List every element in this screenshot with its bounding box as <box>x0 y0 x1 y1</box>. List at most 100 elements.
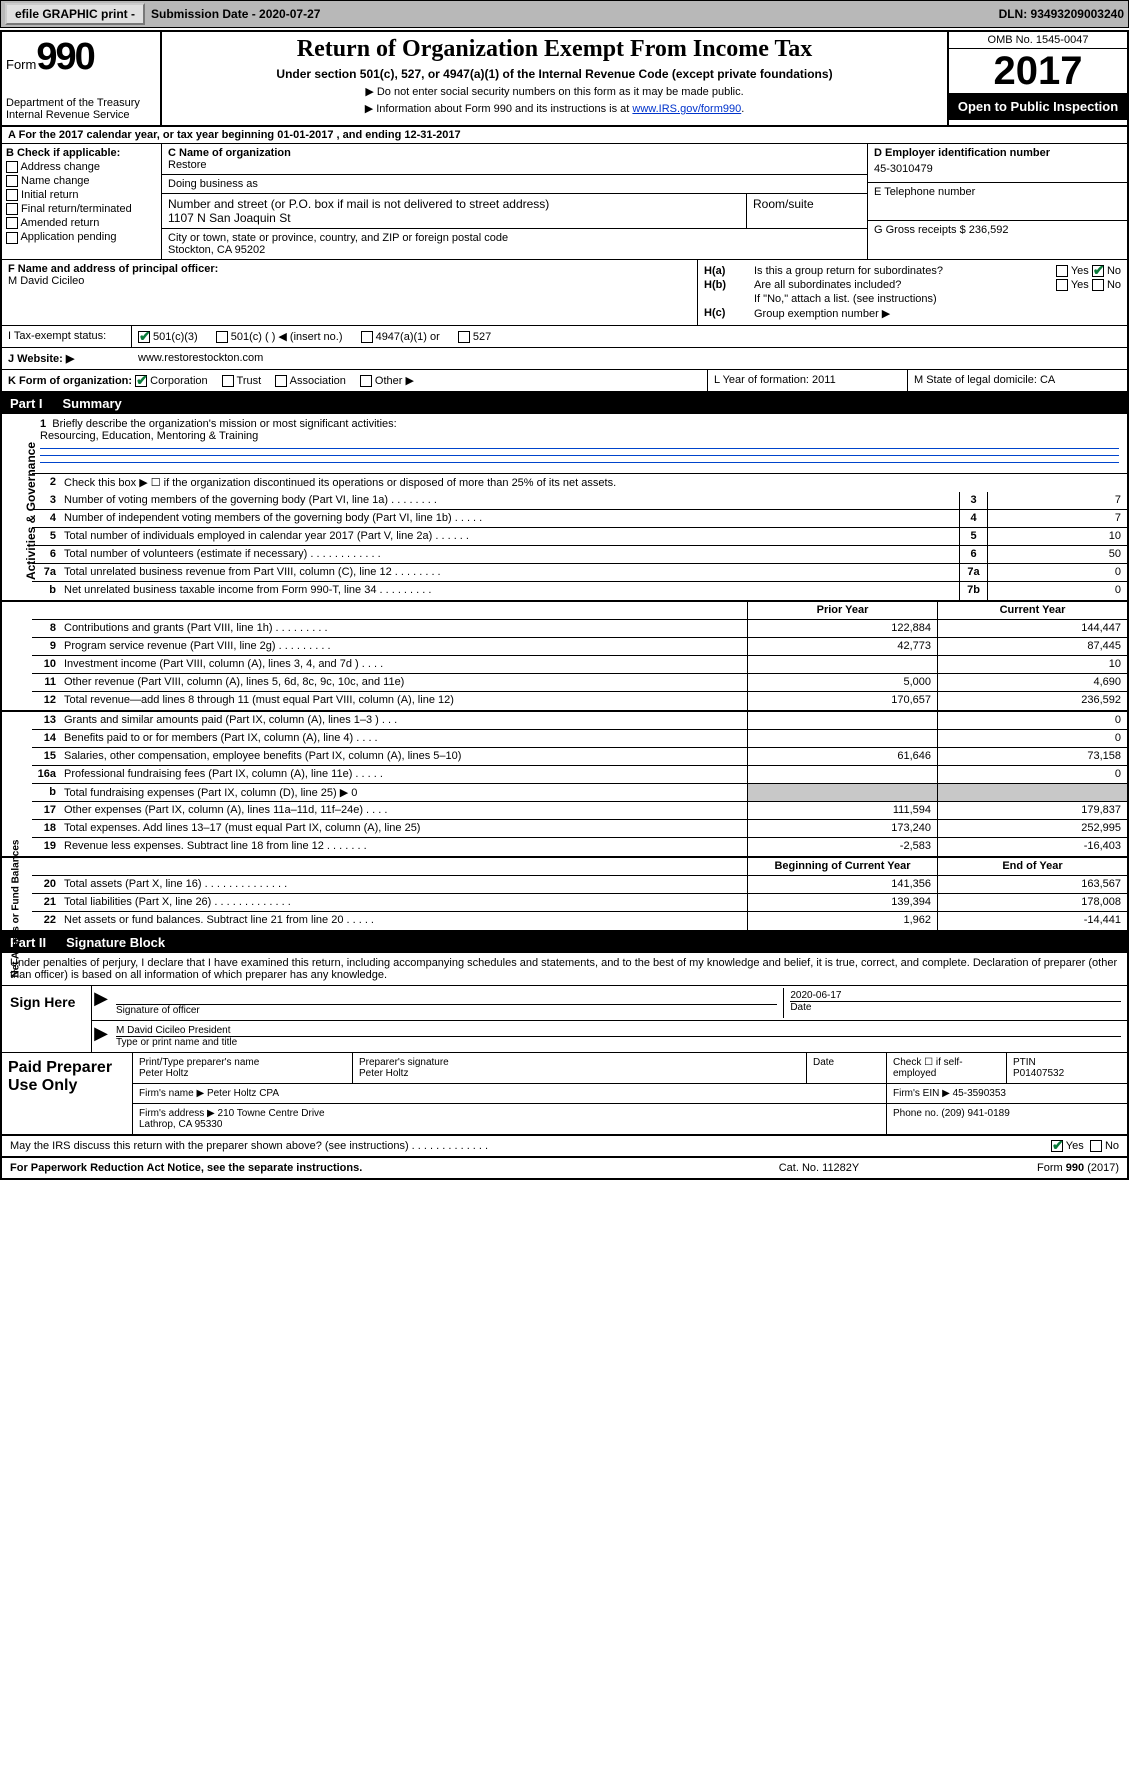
b-check[interactable] <box>6 217 18 229</box>
e-label: E Telephone number <box>874 186 1121 198</box>
f-label: F Name and address of principal officer: <box>8 263 691 275</box>
c-dba-label: Doing business as <box>168 178 861 190</box>
form-subtitle: Under section 501(c), 527, or 4947(a)(1)… <box>170 67 939 81</box>
i-check[interactable] <box>138 331 150 343</box>
i-check[interactable] <box>216 331 228 343</box>
summary-row: 21Total liabilities (Part X, line 26) . … <box>32 894 1127 912</box>
b-check[interactable] <box>6 189 18 201</box>
ha-no-check[interactable] <box>1092 265 1104 277</box>
summary-row: bNet unrelated business taxable income f… <box>32 582 1127 600</box>
i-label: I Tax-exempt status: <box>2 326 132 347</box>
b-check[interactable] <box>6 161 18 173</box>
top-bar: efile GRAPHIC print - Submission Date - … <box>0 0 1129 28</box>
type-label: Type or print name and title <box>116 1036 1121 1048</box>
i-check[interactable] <box>361 331 373 343</box>
ha-yes: Yes <box>1071 265 1089 277</box>
mission-text: Resourcing, Education, Mentoring & Train… <box>40 430 258 442</box>
discuss-no-check[interactable] <box>1090 1140 1102 1152</box>
irs-link[interactable]: www.IRS.gov/form990 <box>632 103 741 115</box>
dept-label: Department of the Treasury Internal Reve… <box>6 97 156 121</box>
k-check[interactable] <box>135 375 147 387</box>
i-check[interactable] <box>458 331 470 343</box>
box-d-e-g: D Employer identification number 45-3010… <box>867 144 1127 259</box>
hb-no-check[interactable] <box>1092 279 1104 291</box>
hb-no: No <box>1107 279 1121 291</box>
open-inspection: Open to Public Inspection <box>949 93 1127 120</box>
org-address: 1107 N San Joaquin St <box>168 211 740 225</box>
arrow-icon: ▶ <box>92 1023 110 1050</box>
footer: For Paperwork Reduction Act Notice, see … <box>2 1158 1127 1178</box>
ha-q: Is this a group return for subordinates? <box>754 265 1056 277</box>
website: www.restorestockton.com <box>132 348 1127 369</box>
prep-print-label: Print/Type preparer's name <box>139 1057 346 1068</box>
hc-label: H(c) <box>704 307 754 320</box>
k-check[interactable] <box>275 375 287 387</box>
org-city: Stockton, CA 95202 <box>168 244 861 256</box>
box-b-label: B Check if applicable: <box>6 147 157 159</box>
box-m: M State of legal domicile: CA <box>907 370 1127 391</box>
prep-label: Paid Preparer Use Only <box>2 1053 132 1134</box>
firm-name: Peter Holtz CPA <box>207 1088 279 1099</box>
hb-yes-check[interactable] <box>1056 279 1068 291</box>
c-name-label: C Name of organization <box>168 147 861 159</box>
k-check[interactable] <box>222 375 234 387</box>
firm-addr-label: Firm's address ▶ <box>139 1108 215 1119</box>
na-side-label: Net Assets or Fund Balances <box>11 840 22 978</box>
phone-label: Phone no. <box>893 1108 939 1119</box>
summary-row: 14Benefits paid to or for members (Part … <box>32 730 1127 748</box>
b-check[interactable] <box>6 232 18 244</box>
summary-row: 19Revenue less expenses. Subtract line 1… <box>32 838 1127 856</box>
cat-no: Cat. No. 11282Y <box>719 1162 919 1174</box>
ein: 45-3010479 <box>874 163 1121 175</box>
ha-yes-check[interactable] <box>1056 265 1068 277</box>
b-check[interactable] <box>6 175 18 187</box>
box-l: L Year of formation: 2011 <box>707 370 907 391</box>
summary-row: 13Grants and similar amounts paid (Part … <box>32 712 1127 730</box>
summary-row: 6Total number of volunteers (estimate if… <box>32 546 1127 564</box>
box-b: B Check if applicable: Address change Na… <box>2 144 162 259</box>
box-f: F Name and address of principal officer:… <box>2 260 697 325</box>
box-k: K Form of organization: Corporation Trus… <box>2 370 707 391</box>
discuss-yes-check[interactable] <box>1051 1140 1063 1152</box>
form-label: Form <box>6 57 36 72</box>
row-f-h: F Name and address of principal officer:… <box>2 260 1127 326</box>
hb-note: If "No," attach a list. (see instruction… <box>754 293 1121 305</box>
prep-date-label: Date <box>813 1057 880 1068</box>
hb-yes: Yes <box>1071 279 1089 291</box>
b-check[interactable] <box>6 203 18 215</box>
form-990: Form990 Department of the Treasury Inter… <box>0 30 1129 1180</box>
sig-date-label: Date <box>790 1001 1121 1013</box>
summary-row: 16aProfessional fundraising fees (Part I… <box>32 766 1127 784</box>
ha-label: H(a) <box>704 265 754 277</box>
tax-year: 2017 <box>949 49 1127 93</box>
dln: DLN: 93493209003240 <box>999 7 1124 21</box>
k-check[interactable] <box>360 375 372 387</box>
summary-row: 10Investment income (Part VIII, column (… <box>32 656 1127 674</box>
prep-sig: Peter Holtz <box>359 1068 800 1079</box>
section-b-through-g: B Check if applicable: Address change Na… <box>2 144 1127 260</box>
hc-q: Group exemption number ▶ <box>754 307 1121 320</box>
c-addr-label: Number and street (or P.O. box if mail i… <box>168 197 740 211</box>
row-i: I Tax-exempt status: 501(c)(3) 501(c) ( … <box>2 326 1127 348</box>
discuss-yes: Yes <box>1066 1140 1084 1152</box>
summary-row: 20Total assets (Part X, line 16) . . . .… <box>32 876 1127 894</box>
efile-print-button[interactable]: efile GRAPHIC print - <box>5 3 145 25</box>
header-left: Form990 Department of the Treasury Inter… <box>2 32 162 125</box>
hb-label: H(b) <box>704 279 754 291</box>
summary-row: 4Number of independent voting members of… <box>32 510 1127 528</box>
l2-desc: Check this box ▶ ☐ if the organization d… <box>60 474 1127 492</box>
discuss-q: May the IRS discuss this return with the… <box>10 1140 1051 1152</box>
summary-row: 22Net assets or fund balances. Subtract … <box>32 912 1127 930</box>
expenses-section: Expenses 13Grants and similar amounts pa… <box>2 712 1127 858</box>
prior-year-hdr: Prior Year <box>747 602 937 619</box>
principal-officer: M David Cicileo <box>8 275 691 287</box>
paid-preparer-block: Paid Preparer Use Only Print/Type prepar… <box>2 1053 1127 1136</box>
summary-row: 8Contributions and grants (Part VIII, li… <box>32 620 1127 638</box>
org-name: Restore <box>168 159 861 171</box>
j-label: J Website: ▶ <box>2 348 132 369</box>
header-right: OMB No. 1545-0047 2017 Open to Public In… <box>947 32 1127 125</box>
summary-row: 12Total revenue—add lines 8 through 11 (… <box>32 692 1127 710</box>
part1-title: Summary <box>63 396 122 411</box>
revenue-section: Revenue Prior Year Current Year 8Contrib… <box>2 602 1127 712</box>
part1-num: Part I <box>10 396 43 411</box>
